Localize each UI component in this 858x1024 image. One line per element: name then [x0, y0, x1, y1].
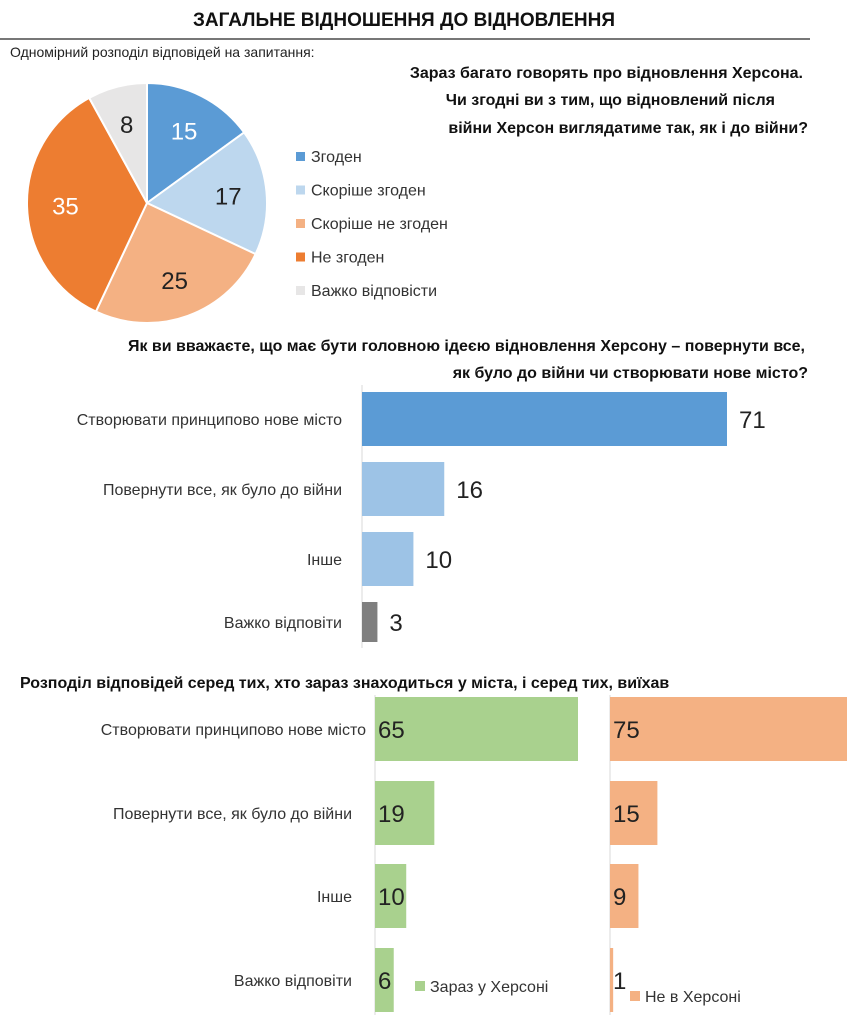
bar-data-label: 75 [613, 717, 640, 744]
subtitle: Одномірний розподіл відповідей на запита… [10, 44, 315, 60]
grouped-chart-title: Розподіл відповідей серед тих, хто зараз… [20, 675, 669, 692]
legend-label: Зараз у Херсоні [430, 979, 548, 996]
category-label: Важко відповіти [234, 973, 352, 990]
legend-label: Важко відповісти [311, 283, 437, 300]
legend-label: Не в Херсоні [645, 989, 741, 1006]
bar-data-label: 19 [378, 801, 405, 828]
bar [375, 948, 394, 1012]
bar-data-label: 9 [613, 884, 626, 911]
category-label: Створювати принципово нове місто [101, 722, 366, 739]
legend-swatch [296, 219, 305, 228]
pie-data-label: 35 [52, 194, 79, 221]
pie-slice [146, 81, 246, 205]
legend-swatch [630, 991, 640, 1001]
bar [375, 864, 407, 928]
pie-title: війни Херсон виглядатиме так, як і до ві… [448, 120, 808, 137]
pie-data-label: 25 [161, 268, 188, 295]
category-label: Повернути все, як було до війни [113, 806, 352, 823]
page-title: ЗАГАЛЬНЕ ВІДНОШЕННЯ ДО ВІДНОВЛЕННЯ [193, 10, 615, 31]
legend-label: Згоден [311, 149, 362, 166]
legend-label: Не згоден [311, 250, 384, 267]
pie-data-label: 17 [215, 183, 242, 210]
bar [362, 602, 378, 642]
legend-label: Скоріше не згоден [311, 216, 448, 233]
category-label: Повернути все, як було до війни [103, 482, 342, 499]
bar [375, 697, 578, 761]
bar-data-label: 15 [613, 801, 640, 828]
bar-chart-title: як було до війни чи створювати нове міст… [452, 365, 808, 382]
bar-data-label: 16 [456, 477, 483, 504]
pie-title: Зараз багато говорять про відновлення Хе… [410, 65, 803, 82]
legend-swatch [296, 252, 305, 262]
legend-label: Скоріше згоден [311, 183, 426, 200]
pie-slice [87, 81, 148, 204]
category-label: Важко відповіти [224, 615, 342, 632]
bar [610, 697, 847, 761]
pie-slice [145, 131, 268, 256]
pie-slice [94, 201, 257, 324]
category-label: Інше [317, 889, 352, 906]
bar [362, 392, 727, 446]
legend-swatch [296, 185, 305, 195]
legend-swatch [415, 981, 425, 991]
title-divider [0, 38, 810, 40]
bar [610, 948, 614, 1012]
bar [362, 532, 414, 586]
legend-swatch [296, 152, 305, 161]
bar-data-label: 1 [613, 968, 626, 995]
pie-title: Чи згодні ви з тим, що відновлений після [446, 92, 775, 109]
bar [610, 864, 639, 928]
category-label: Створювати принципово нове місто [77, 412, 342, 429]
bar-data-label: 65 [378, 717, 405, 744]
bar [610, 781, 658, 845]
bar-data-label: 10 [378, 884, 405, 911]
bar-data-label: 10 [425, 547, 452, 574]
pie-slice [26, 96, 149, 313]
pie-data-label: 8 [120, 112, 133, 139]
bar [375, 781, 435, 845]
category-label: Інше [307, 552, 342, 569]
bar-chart-title: Як ви вважаєте, що має бути головною іде… [128, 338, 805, 355]
bar-data-label: 3 [389, 610, 402, 637]
bar [362, 462, 445, 516]
bar-data-label: 6 [378, 968, 391, 995]
pie-data-label: 15 [171, 118, 198, 145]
legend-swatch [296, 286, 305, 295]
bar-data-label: 71 [739, 407, 766, 434]
